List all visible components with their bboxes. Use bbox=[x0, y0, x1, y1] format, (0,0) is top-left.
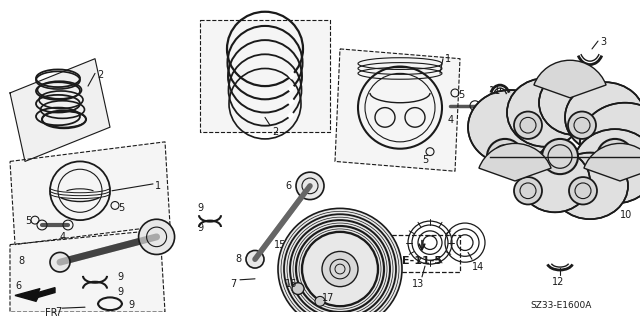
Text: 8: 8 bbox=[235, 254, 241, 264]
Text: 11: 11 bbox=[487, 103, 499, 113]
Ellipse shape bbox=[552, 152, 628, 219]
Polygon shape bbox=[200, 19, 330, 132]
Circle shape bbox=[514, 177, 542, 204]
Circle shape bbox=[542, 139, 578, 174]
Polygon shape bbox=[10, 230, 165, 312]
Text: 10: 10 bbox=[620, 210, 632, 220]
Text: 5: 5 bbox=[25, 216, 31, 226]
Ellipse shape bbox=[507, 78, 583, 147]
Text: 8: 8 bbox=[18, 256, 24, 266]
Text: 2: 2 bbox=[97, 70, 103, 80]
Ellipse shape bbox=[520, 150, 590, 212]
Polygon shape bbox=[10, 59, 110, 161]
Ellipse shape bbox=[565, 82, 640, 152]
Circle shape bbox=[568, 112, 596, 139]
Circle shape bbox=[487, 139, 523, 174]
Text: 4: 4 bbox=[448, 115, 454, 125]
Circle shape bbox=[296, 172, 324, 200]
Wedge shape bbox=[584, 144, 640, 181]
Text: 6: 6 bbox=[285, 181, 291, 191]
Text: 9: 9 bbox=[197, 223, 203, 233]
Circle shape bbox=[514, 112, 542, 139]
Circle shape bbox=[322, 251, 358, 287]
Circle shape bbox=[278, 208, 402, 319]
Wedge shape bbox=[534, 60, 606, 98]
Text: 15: 15 bbox=[274, 240, 286, 250]
Text: 9: 9 bbox=[117, 287, 123, 297]
Circle shape bbox=[292, 283, 304, 294]
Text: SZ33-E1600A: SZ33-E1600A bbox=[530, 301, 591, 310]
Circle shape bbox=[315, 296, 325, 306]
Text: 7: 7 bbox=[55, 307, 61, 317]
Text: 11: 11 bbox=[489, 86, 501, 96]
Polygon shape bbox=[15, 288, 55, 301]
Text: 5: 5 bbox=[118, 203, 124, 212]
Text: FR.: FR. bbox=[45, 308, 60, 318]
Text: 12: 12 bbox=[552, 277, 564, 287]
Text: 16: 16 bbox=[285, 279, 297, 289]
Text: 13: 13 bbox=[412, 279, 424, 289]
Wedge shape bbox=[479, 144, 551, 181]
Text: E-11-5: E-11-5 bbox=[402, 256, 442, 266]
Polygon shape bbox=[335, 49, 460, 171]
Text: 17: 17 bbox=[322, 293, 334, 303]
Ellipse shape bbox=[573, 129, 640, 204]
Circle shape bbox=[246, 250, 264, 268]
Circle shape bbox=[139, 219, 175, 255]
Circle shape bbox=[569, 177, 597, 204]
Ellipse shape bbox=[468, 90, 552, 164]
Text: 6: 6 bbox=[15, 281, 21, 291]
Text: 5: 5 bbox=[458, 90, 464, 100]
Text: 1: 1 bbox=[445, 54, 451, 64]
Circle shape bbox=[50, 252, 70, 272]
Text: 7: 7 bbox=[230, 279, 236, 289]
Ellipse shape bbox=[539, 70, 611, 135]
Text: 9: 9 bbox=[128, 300, 134, 310]
Text: 4: 4 bbox=[60, 232, 66, 242]
Text: 9: 9 bbox=[117, 272, 123, 282]
Text: 5: 5 bbox=[422, 155, 428, 165]
Text: 2: 2 bbox=[272, 127, 278, 137]
Text: 3: 3 bbox=[600, 37, 606, 47]
Circle shape bbox=[597, 139, 633, 174]
Text: 1: 1 bbox=[155, 181, 161, 191]
Polygon shape bbox=[10, 142, 170, 245]
Bar bbox=[385, 235, 460, 272]
Text: 9: 9 bbox=[197, 204, 203, 213]
Ellipse shape bbox=[580, 103, 640, 181]
Text: 14: 14 bbox=[472, 262, 484, 272]
